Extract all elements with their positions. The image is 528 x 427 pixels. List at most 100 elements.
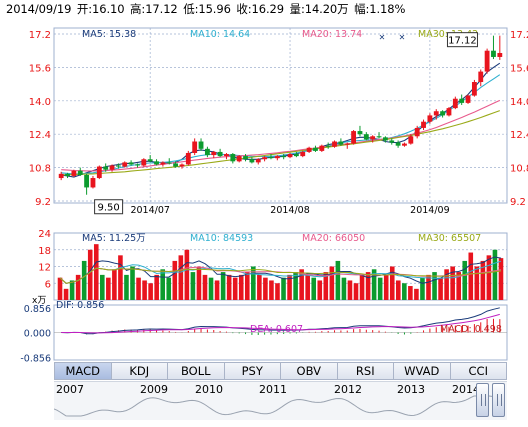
quote-volume: 量:14.20万 [289,2,349,16]
price-candle [491,35,496,60]
candle-body [217,151,223,157]
price-candle [408,134,414,145]
volume-bar [106,277,111,300]
quote-close: 收:16.29 [236,2,284,16]
volume-bar [365,272,371,300]
price-ytick-right: 15.6 [510,63,528,74]
price-ytick-left: 9.2 [35,197,51,208]
price-candle [128,160,134,166]
volume-bar [408,286,413,300]
candle-body [236,156,242,162]
macd-dif-line [61,307,500,335]
candle-body [204,148,210,156]
volume-bar [359,274,365,300]
candle-body [185,152,191,165]
price-legend-ma5: MA5: 15.38 [82,29,136,40]
candle-body [300,151,306,157]
candle-body [262,157,268,160]
price-legend-ma20: MA20: 13.74 [302,29,362,40]
volume-bar [124,274,129,300]
candle-body [319,145,325,151]
candle-body [471,82,477,96]
timeline-navigator[interactable]: 2007 2009 2010 2011 2012 2013 2014 [54,381,507,420]
volume-bar [154,274,159,300]
price-candle [344,142,350,149]
candle-body [274,156,280,159]
price-legend-ma10: MA10: 14.64 [190,29,250,40]
timeline-left-handle[interactable] [476,383,489,417]
price-candle [217,148,223,158]
price-ytick-left: 14.0 [29,97,51,108]
volume-bar [214,280,220,300]
volume-bar [371,269,377,300]
price-candle [103,163,109,172]
volume-bar [293,272,298,300]
volume-ytick: 18 [38,246,51,257]
volume-bar [402,283,407,300]
candle-body [357,131,363,135]
volume-bar [100,274,105,300]
price-candle [109,164,115,172]
volume-bar [426,274,431,300]
volume-bar [75,274,81,300]
price-candle [332,140,337,148]
quote-low: 低:15.96 [183,2,231,16]
macd-ytick: 0.856 [24,304,51,315]
candle-body [71,170,77,176]
candle-body [414,127,420,137]
tab-psy[interactable]: PSY [225,363,281,379]
candle-body [58,173,64,179]
tab-boll[interactable]: BOLL [168,363,225,379]
timeline-year-label: 2014 [452,383,480,396]
volume-bar [112,269,117,300]
volume-ytick: 24 [38,229,51,240]
volume-bar [166,277,172,300]
volume-bar [317,280,323,300]
price-candle [319,144,325,152]
volume-bar [263,277,268,300]
volume-bar [468,252,474,300]
candle-body [402,143,407,146]
tab-obv[interactable]: OBV [281,363,338,379]
volume-bar [444,269,449,300]
tab-cci[interactable]: CCI [468,364,488,378]
candle-body [497,52,503,57]
tab-wvad[interactable]: WVAD [394,363,451,379]
price-candle [192,138,198,156]
volume-bar [238,274,244,300]
candle-body [382,137,388,141]
timeline-right-handle[interactable] [492,383,505,417]
candle-body [389,140,395,143]
price-candle [185,150,191,166]
volume-bar [148,283,153,300]
price-candle [135,163,140,168]
price-candle [274,155,280,161]
price-candle [198,138,204,151]
price-candle [58,171,64,181]
price-candle [147,155,153,163]
volume-bar [389,266,395,300]
quote-date: 2014/09/19 [6,2,72,16]
volume-bar [492,249,498,300]
price-candle [351,130,357,145]
volume-bar [305,274,310,300]
candle-body [421,121,426,128]
candle-body [147,159,153,162]
macd-legend-dea: DEA: 0.607 [250,324,303,335]
timeline-year-label: 2012 [334,383,362,396]
volume-bar [172,260,178,300]
price-candle [484,48,490,74]
tab-macd[interactable]: MACD [55,363,112,379]
candle-body [198,141,204,149]
tab-kdj[interactable]: KDJ [112,363,168,379]
volume-ytick: 12 [38,263,51,274]
tab-rsi[interactable]: RSI [338,363,394,379]
price-candle [293,151,299,158]
candle-body [459,98,465,103]
price-candle [376,132,382,139]
price-candle [382,136,388,143]
event-marker-icon: ✕ [399,33,406,42]
price-ytick-right: 17.2 [510,30,528,41]
volume-ytick: 6 [45,279,51,290]
candle-body [179,164,185,167]
